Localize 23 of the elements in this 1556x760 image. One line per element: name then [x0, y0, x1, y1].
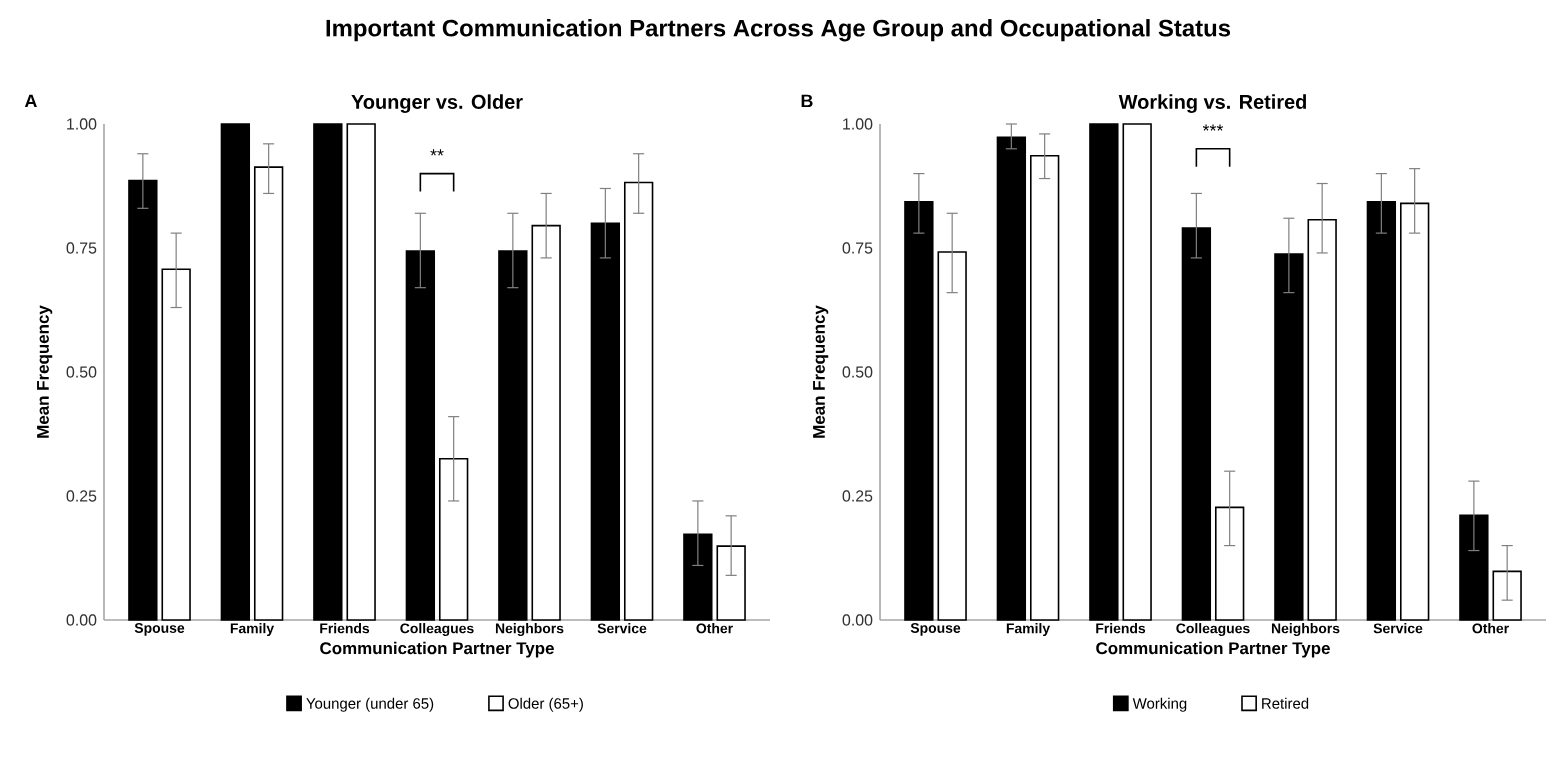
bar	[590, 222, 621, 621]
bar	[623, 181, 654, 621]
text: Important Communication Partners Across Age Group and Occupational Status	[326, 19, 1231, 42]
annotation: ***	[1202, 124, 1224, 131]
x-axis-title: Communication Partner Type	[320, 641, 554, 658]
y-axis-title: Mean Frequency	[37, 305, 53, 438]
bar	[1366, 201, 1397, 621]
bar	[220, 123, 251, 621]
text: B	[801, 94, 813, 108]
annotation: **	[430, 149, 444, 156]
text: A	[24, 94, 37, 108]
bar	[1181, 227, 1212, 621]
x-axis-title: Communication Partner Type	[1096, 641, 1330, 658]
chart-title: Working vs. Retired	[1118, 94, 1307, 113]
bar	[253, 166, 284, 621]
bar	[1214, 506, 1245, 621]
bar	[1399, 202, 1430, 621]
bar	[1029, 154, 1060, 621]
chart-title: Younger vs. Older	[351, 94, 523, 113]
bar	[996, 136, 1027, 621]
bar	[438, 458, 469, 621]
y-axis-title: Mean Frequency	[813, 305, 829, 438]
bar	[405, 250, 436, 621]
